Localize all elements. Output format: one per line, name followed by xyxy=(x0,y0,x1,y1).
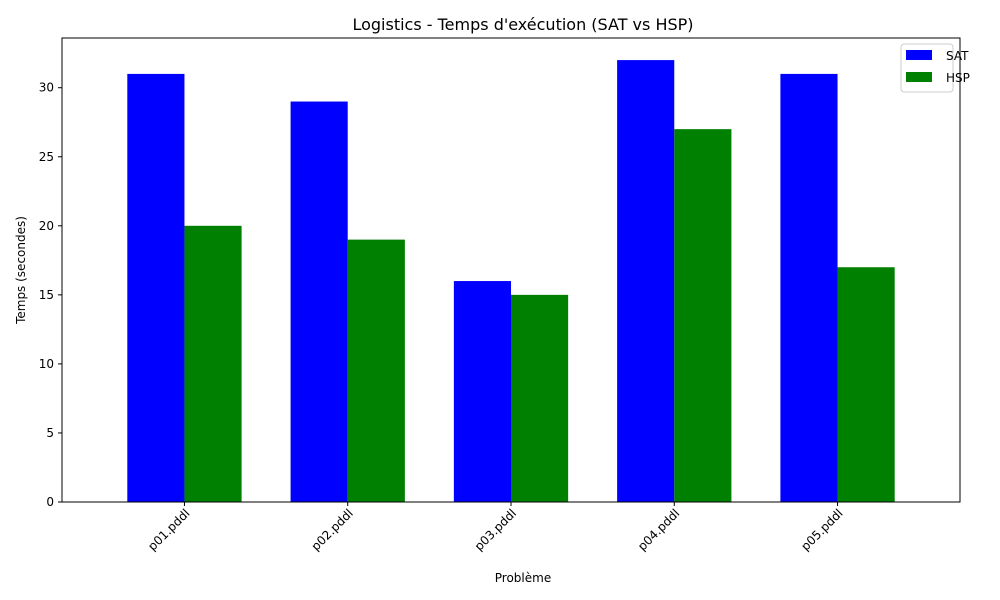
legend-swatch-hsp xyxy=(906,72,932,82)
bar-sat-p04-pddl xyxy=(617,60,675,502)
legend-label-hsp: HSP xyxy=(946,71,970,85)
legend: SAT HSP xyxy=(900,43,970,93)
y-tick-label: 25 xyxy=(39,150,54,164)
bar-hsp-p05-pddl xyxy=(837,267,895,502)
bar-sat-p03-pddl xyxy=(453,281,511,502)
chart-title: Logistics - Temps d'exécution (SAT vs HS… xyxy=(352,15,693,34)
bar-hsp-p01-pddl xyxy=(184,225,242,503)
y-tick-label: 10 xyxy=(39,357,54,371)
y-tick-label: 30 xyxy=(39,81,54,95)
bar-sat-p02-pddl xyxy=(290,101,348,503)
bar-hsp-p04-pddl xyxy=(674,129,732,502)
y-axis-label: Temps (secondes) xyxy=(14,216,28,325)
y-tick-label: 20 xyxy=(39,219,54,233)
bar-hsp-p03-pddl xyxy=(511,294,569,502)
x-axis-label: Problème xyxy=(495,571,551,585)
bar-sat-p01-pddl xyxy=(127,73,185,503)
bar-hsp-p02-pddl xyxy=(347,239,405,502)
bars-group xyxy=(127,60,895,503)
y-tick-label: 0 xyxy=(46,495,54,509)
y-tick-label: 5 xyxy=(46,426,54,440)
bar-sat-p05-pddl xyxy=(780,73,838,503)
y-axis: 0 5 10 15 20 25 30 xyxy=(39,81,62,509)
y-tick-label: 15 xyxy=(39,288,54,302)
legend-swatch-sat xyxy=(906,50,932,60)
legend-label-sat: SAT xyxy=(946,49,969,63)
